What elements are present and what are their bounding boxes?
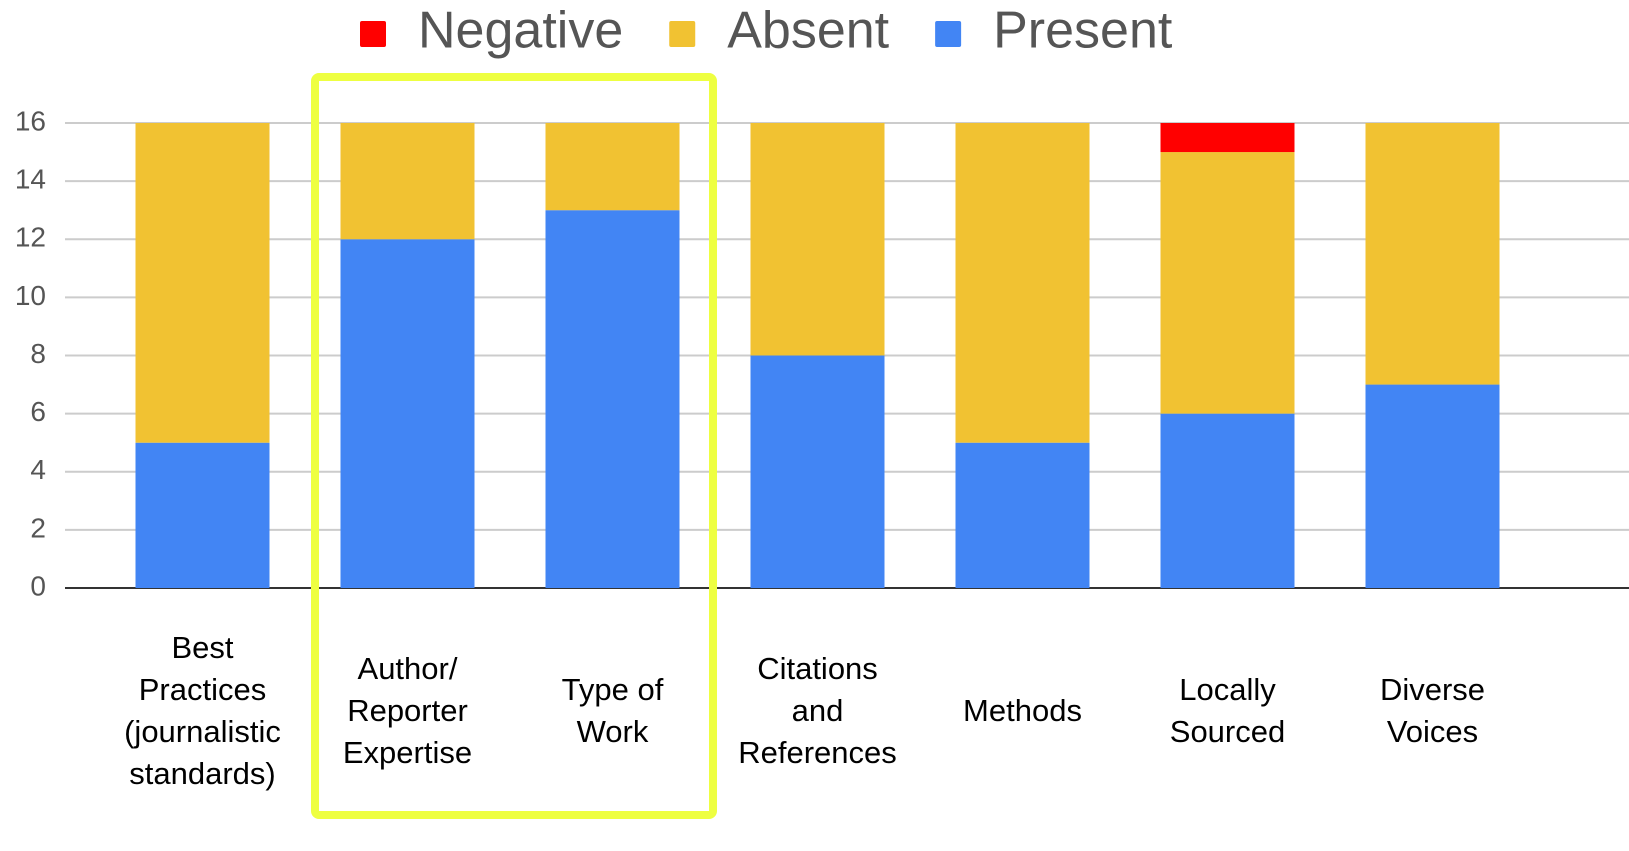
bar-segment (955, 442, 1090, 588)
legend-item: Absent (669, 2, 890, 60)
bar-segment (340, 123, 475, 240)
bar-segment (1160, 413, 1295, 588)
legend-swatch (360, 21, 386, 47)
y-tick-label: 6 (30, 396, 46, 427)
x-tick-label: Citations and References (738, 651, 897, 770)
bar-segment (1365, 123, 1500, 385)
bar-segment (545, 123, 680, 211)
bar-segment (135, 123, 270, 443)
x-tick-label: Methods (963, 693, 1082, 728)
y-tick-label: 14 (15, 164, 46, 195)
legend-label: Negative (418, 2, 623, 60)
x-tick-label: Diverse Voices (1379, 672, 1486, 749)
y-tick-label: 10 (15, 280, 46, 311)
bar-segment (750, 123, 885, 356)
bar-segment (135, 442, 270, 588)
x-tick-label: Author/ Reporter Expertise (342, 651, 473, 770)
y-tick-label: 12 (15, 222, 46, 253)
bar-segment (1365, 384, 1500, 588)
y-tick-label: 4 (30, 454, 46, 485)
y-tick-label: 16 (15, 105, 46, 136)
bar-segment (955, 123, 1090, 443)
legend-item: Present (935, 2, 1173, 60)
y-tick-label: 0 (30, 570, 46, 601)
legend-swatch (935, 21, 962, 47)
x-tick-label: Locally Sourced (1169, 672, 1286, 749)
y-tick-label: 2 (30, 512, 46, 543)
legend-label: Present (993, 2, 1173, 60)
highlight-box (311, 73, 717, 819)
bar-segment (1160, 123, 1295, 153)
bar-segment (1160, 152, 1295, 414)
legend-item: Negative (360, 2, 623, 60)
bar-segment (750, 355, 885, 588)
legend-label: Absent (727, 2, 889, 60)
legend-swatch (669, 21, 696, 47)
bar-segment (545, 210, 680, 588)
bar-segment (340, 239, 475, 588)
x-tick-label: Best Practices (journalistic standards) (124, 630, 281, 791)
y-tick-label: 8 (30, 338, 46, 369)
x-tick-label: Type of Work (561, 672, 664, 749)
